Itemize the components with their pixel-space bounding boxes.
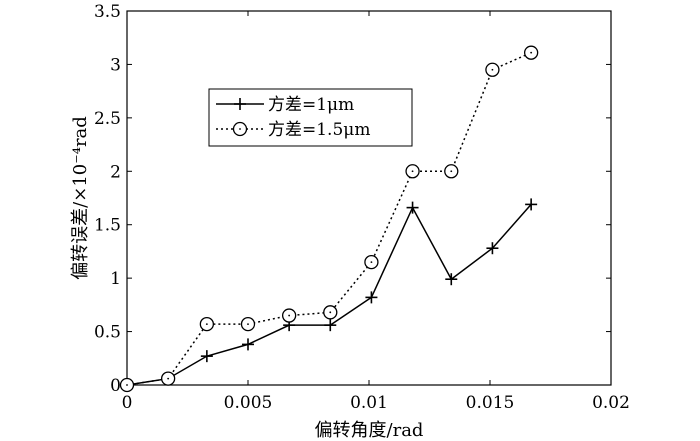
series-2 xyxy=(119,45,539,393)
x-tick-label: 0.02 xyxy=(592,393,630,413)
x-axis-label: 偏转角度/rad xyxy=(315,420,424,441)
y-tick-label: 3.5 xyxy=(94,2,121,22)
y-tick-label: 3 xyxy=(110,55,121,75)
series-layer xyxy=(119,45,539,393)
data-point-circle xyxy=(160,371,176,386)
data-point-circle xyxy=(523,45,539,60)
x-tick-label: 0 xyxy=(122,393,133,413)
data-point-circle xyxy=(364,254,379,270)
data-point-plus xyxy=(200,350,213,363)
legend-label-series-1: 方差=1μm xyxy=(268,95,354,115)
plot-frame xyxy=(126,10,612,386)
data-point-circle xyxy=(240,316,256,332)
data-point-plus xyxy=(324,319,337,332)
data-point-plus xyxy=(445,273,458,286)
y-tick-label: 1 xyxy=(110,269,121,289)
data-point-plus xyxy=(242,338,254,351)
legend-marker-series-1 xyxy=(234,98,246,110)
y-tick-label: 2 xyxy=(110,162,121,182)
data-point-plus xyxy=(365,291,378,304)
legend: 方差=1μm 方差=1.5μm xyxy=(208,88,413,147)
data-point-plus xyxy=(486,242,499,255)
data-point-circle xyxy=(485,62,500,77)
data-point-plus xyxy=(234,98,246,110)
axis-ticks: 0 0.005 0.01 0.015 0.02 0 0.5 1 1.5 2 2.5 3 3.5 xyxy=(94,2,630,413)
series-line xyxy=(126,51,532,386)
legend-label-series-2: 方差=1.5μm xyxy=(268,120,370,140)
data-point-circle xyxy=(323,305,338,320)
data-point-plus xyxy=(406,201,419,214)
data-point-circle xyxy=(119,377,135,393)
legend-box xyxy=(208,88,413,147)
data-point-plus xyxy=(525,198,538,211)
x-tick-label: 0.01 xyxy=(350,393,388,413)
data-point-circle xyxy=(405,164,420,179)
data-point-circle xyxy=(281,308,297,323)
legend-marker-series-2 xyxy=(232,121,248,137)
y-tick-label: 1.5 xyxy=(94,216,121,236)
y-tick-label: 0 xyxy=(110,376,121,396)
data-point-circle xyxy=(199,316,215,332)
y-axis-label: 偏转误差/×10⁻⁴rad xyxy=(70,116,91,280)
data-point-circle xyxy=(232,121,248,137)
series-line xyxy=(126,203,532,386)
x-tick-label: 0.015 xyxy=(466,393,515,413)
data-point-circle xyxy=(444,164,459,179)
y-tick-label: 0.5 xyxy=(94,323,121,343)
y-tick-label: 2.5 xyxy=(94,109,121,129)
x-tick-label: 0.005 xyxy=(224,393,273,413)
series-1 xyxy=(121,198,538,391)
